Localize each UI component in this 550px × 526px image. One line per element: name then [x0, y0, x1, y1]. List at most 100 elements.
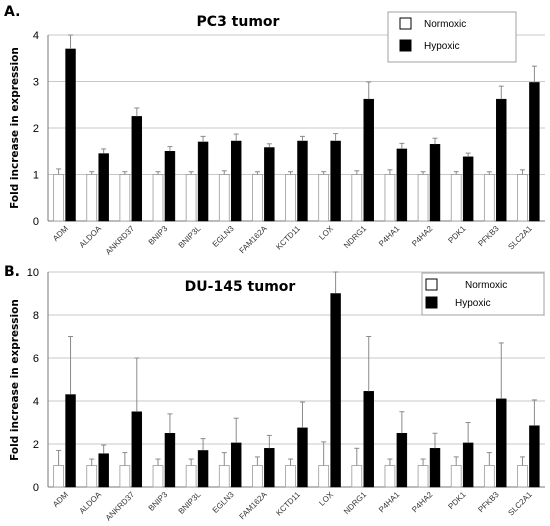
panel-a-bar-normoxic-lox — [318, 174, 330, 222]
panel-a-x-tick-label: P4HA1 — [377, 224, 402, 249]
panel-b-bar-normoxic-bnip3 — [152, 465, 164, 488]
panel-b-legend-hypoxic-swatch — [425, 296, 438, 309]
panel-a-legend-normoxic-label: Normoxic — [424, 19, 466, 30]
panel-b-y-axis-label: Fold increase in expression — [9, 299, 21, 461]
panel-a-x-tick-label: PFKB3 — [476, 224, 501, 249]
panel-b-y-tick-label: 6 — [33, 353, 39, 365]
panel-a-legend: Normoxic Hypoxic — [387, 11, 517, 63]
panel-a-bar-hypoxic-slc2a1 — [529, 82, 540, 222]
panel-a-bar-hypoxic-lox — [330, 140, 341, 222]
panel-b-legend-normoxic-swatch — [425, 278, 438, 291]
panel-b-bar-hypoxic-p4ha1 — [396, 433, 408, 488]
panel-a-bar-hypoxic-p4ha2 — [429, 144, 441, 222]
panel-a-legend-hypoxic-swatch — [399, 39, 412, 52]
panel-b-bar-hypoxic-kctd11 — [297, 427, 308, 488]
panel-a-bar-normoxic-egln3 — [218, 174, 230, 222]
panel-a-y-axis-label: Fold increase in expression — [9, 47, 21, 209]
panel-b-bar-hypoxic-egln3 — [230, 442, 242, 488]
panel-b-x-tick-label: ALDOA — [78, 490, 104, 516]
panel-b-x-tick-label: FAM162A — [238, 490, 270, 522]
panel-b-bar-normoxic-kctd11 — [285, 465, 296, 488]
panel-b-x-tick-label: EGLN3 — [211, 490, 236, 515]
panel-a-legend-hypoxic-label: Hypoxic — [424, 41, 460, 52]
panel-b-x-tick-label: PFKB3 — [476, 490, 501, 515]
panel-a-bar-normoxic-pdk1 — [450, 174, 462, 222]
panel-b-bar-normoxic-p4ha2 — [417, 465, 429, 488]
panel-a-x-tick-label: SLC2A1 — [506, 224, 534, 252]
panel-b-bar-normoxic-lox — [318, 465, 330, 488]
panel-b-x-tick-label: P4HA1 — [377, 490, 402, 515]
panel-b-x-tick-label: P4HA2 — [410, 490, 435, 515]
panel-a-bar-hypoxic-ankrd37 — [131, 116, 143, 222]
panel-b-bar-normoxic-p4ha1 — [384, 465, 396, 488]
panel-b-bar-hypoxic-adm — [65, 394, 76, 488]
panel-b-x-tick-label: SLC2A1 — [506, 490, 534, 518]
panel-a-bar-normoxic-bnip3l — [185, 174, 197, 222]
panel-a-bar-normoxic-ankrd37 — [119, 174, 131, 222]
panel-a-x-tick-label: PDK1 — [446, 224, 468, 246]
panel-b-bar-hypoxic-bnip3 — [164, 433, 176, 488]
panel-a-bar-hypoxic-fam162a — [264, 147, 275, 222]
panel-a-grid — [47, 34, 545, 222]
panel-a-bar-hypoxic-egln3 — [230, 140, 242, 222]
panel-b-bar-normoxic-egln3 — [218, 465, 230, 488]
panel-a-x-tick-label: P4HA2 — [410, 224, 435, 249]
panel-b-bar-normoxic-ndrg1 — [351, 465, 363, 488]
panel-b-legend-box — [421, 272, 545, 316]
panel-b-bar-normoxic-adm — [53, 465, 64, 488]
panel-b-bar-hypoxic-slc2a1 — [529, 425, 540, 488]
panel-b-x-tick-label: PDK1 — [446, 490, 468, 512]
panel-b-letter: B. — [4, 264, 20, 280]
panel-a-bars — [53, 34, 540, 222]
panel-a-x-tick-label: LOX — [317, 224, 335, 242]
panel-b-bar-normoxic-fam162a — [252, 465, 263, 488]
panel-a-bar-normoxic-ndrg1 — [351, 174, 363, 222]
panel-a-title: PC3 tumor — [197, 14, 280, 30]
panel-a-bar-normoxic-p4ha2 — [417, 174, 429, 222]
panel-b-legend-normoxic-label: Normoxic — [465, 280, 507, 291]
panel-a-x-ticks: ADM ALDOA ANKRD37 BNIP3 BNIP3L EGLN3 FAM162A KC… — [51, 224, 534, 257]
panel-a-bar-normoxic-kctd11 — [285, 174, 296, 222]
panel-a-x-tick-label: ADM — [51, 224, 70, 243]
panel-a-x-tick-label: BNIP3 — [147, 224, 170, 247]
panel-a-x-tick-label: ANKRD37 — [104, 224, 137, 257]
panel-b-bar-normoxic-pdk1 — [450, 465, 462, 488]
panel-b-bar-hypoxic-ndrg1 — [363, 391, 374, 488]
panel-b-bar-hypoxic-p4ha2 — [429, 448, 441, 488]
panel-a-bar-normoxic-bnip3 — [152, 174, 164, 222]
panel-b-y-tick-label: 8 — [33, 310, 39, 322]
panel-b-bar-normoxic-ankrd37 — [119, 465, 131, 488]
panel-b-bar-hypoxic-lox — [330, 293, 341, 488]
panel-b-bar-hypoxic-pfkb3 — [496, 398, 507, 488]
panel-a-x-tick-label: FAM162A — [238, 224, 270, 256]
panel-b-x-tick-label: ADM — [51, 490, 70, 509]
panel-b-bars — [53, 271, 540, 488]
panel-a-bar-hypoxic-bnip3l — [197, 141, 209, 222]
panel-a-bar-normoxic-fam162a — [252, 174, 263, 222]
panel-a-bar-normoxic-adm — [53, 174, 64, 222]
panel-a-bar-hypoxic-adm — [65, 48, 76, 222]
panel-a-bar-normoxic-aldoa — [86, 174, 98, 222]
panel-b-y-tick-label: 2 — [33, 439, 39, 451]
panel-a-letter: A. — [4, 4, 20, 20]
panel-a-x-tick-label: NDRG1 — [342, 224, 369, 251]
panel-a-legend-normoxic-swatch — [399, 17, 412, 30]
panel-a-y-tick-label: 1 — [33, 170, 39, 182]
panel-b-bar-normoxic-bnip3l — [185, 465, 197, 488]
panel-b-x-tick-label: KCTD11 — [274, 490, 302, 518]
panel-a-x-tick-label: BNIP3L — [177, 224, 203, 250]
panel-b-y-tick-label: 4 — [33, 396, 39, 408]
panel-a-bar-hypoxic-kctd11 — [297, 140, 308, 222]
panel-a-x-tick-label: KCTD11 — [274, 224, 302, 252]
panel-a-bar-normoxic-p4ha1 — [384, 174, 396, 222]
panel-b-bar-hypoxic-pdk1 — [462, 442, 474, 488]
panel-b-legend: Normoxic Hypoxic — [421, 272, 545, 316]
panel-a-bar-normoxic-slc2a1 — [517, 174, 528, 222]
panel-b-legend-hypoxic-label: Hypoxic — [455, 298, 491, 309]
panel-b-bar-normoxic-slc2a1 — [517, 465, 528, 488]
panel-b-bar-hypoxic-ankrd37 — [131, 411, 143, 488]
panel-b-bar-normoxic-aldoa — [86, 465, 98, 488]
panel-a-x-tick-label: EGLN3 — [211, 224, 236, 249]
panel-b-y-ticks: 0 2 4 6 8 10 — [27, 267, 39, 494]
